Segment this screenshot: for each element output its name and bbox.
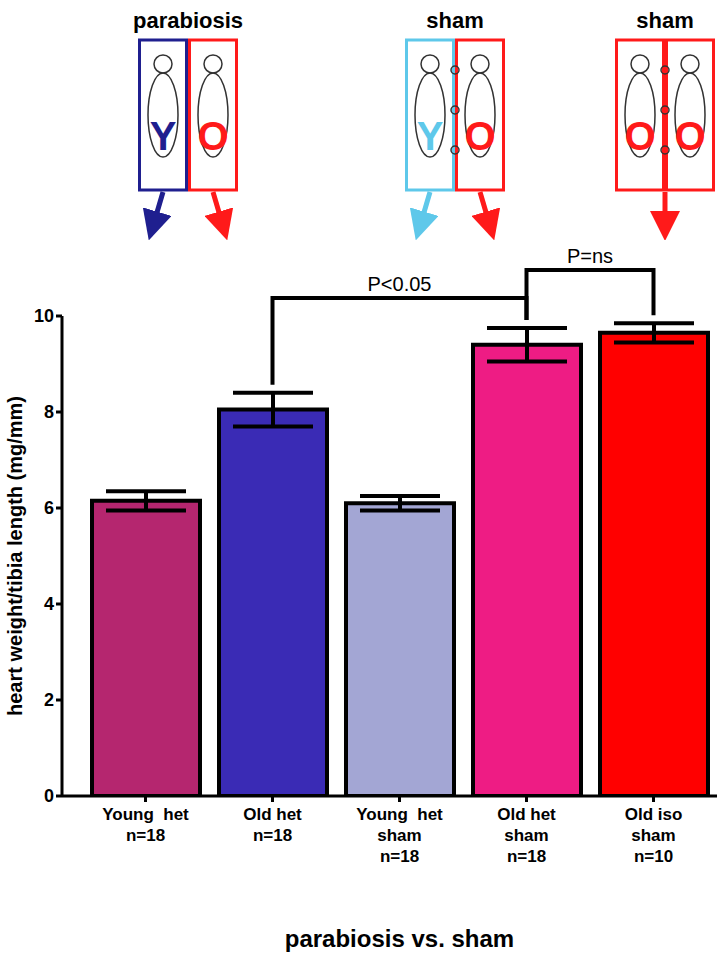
svg-text:heart weight/tibia length (mg/: heart weight/tibia length (mg/mm) <box>4 396 26 716</box>
svg-text:sham: sham <box>636 8 693 33</box>
svg-text:P<0.05: P<0.05 <box>368 273 432 295</box>
svg-text:O: O <box>464 114 495 158</box>
svg-text:Old isoshamn=10: Old isoshamn=10 <box>625 805 683 866</box>
svg-text:P=ns: P=ns <box>567 245 613 267</box>
svg-text:Y: Y <box>417 114 444 158</box>
svg-text:Y: Y <box>150 114 177 158</box>
svg-text:4: 4 <box>44 594 54 614</box>
svg-text:parabiosis vs. sham: parabiosis vs. sham <box>285 925 514 952</box>
svg-text:10: 10 <box>34 306 54 326</box>
svg-text:O: O <box>674 114 705 158</box>
svg-text:8: 8 <box>44 402 54 422</box>
svg-text:Young hetn=18: Young hetn=18 <box>102 805 189 845</box>
svg-text:parabiosis: parabiosis <box>133 8 243 33</box>
svg-text:0: 0 <box>44 786 54 806</box>
svg-text:Old hetshamn=18: Old hetshamn=18 <box>497 805 556 866</box>
svg-text:Young hetshamn=18: Young hetshamn=18 <box>356 805 443 866</box>
svg-text:2: 2 <box>44 690 54 710</box>
svg-text:6: 6 <box>44 498 54 518</box>
svg-text:Old hetn=18: Old hetn=18 <box>243 805 302 845</box>
svg-text:O: O <box>197 114 228 158</box>
svg-text:sham: sham <box>426 8 483 33</box>
svg-text:O: O <box>624 114 655 158</box>
